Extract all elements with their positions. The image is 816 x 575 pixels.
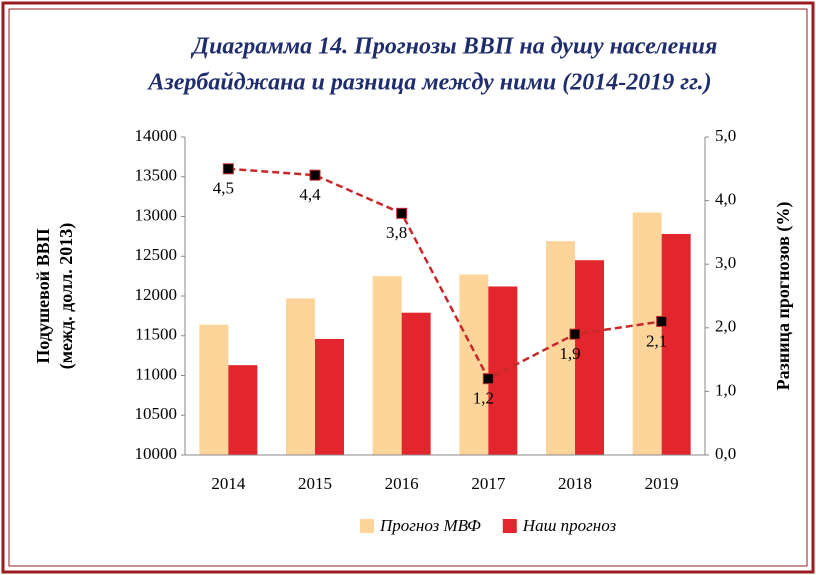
y-tick-label: 13500 — [135, 166, 178, 185]
y2-tick-label: 4,0 — [715, 190, 736, 209]
y2-tick-label: 1,0 — [715, 380, 736, 399]
y-tick-label: 14000 — [135, 126, 178, 145]
y2-axis-label: Разница прогнозов (%) — [773, 202, 794, 391]
marker — [482, 373, 494, 385]
marker — [569, 328, 581, 340]
data-label: 2,1 — [646, 331, 667, 350]
legend-label: Наш прогноз — [522, 516, 617, 535]
chart-title: Азербайджана и разница между ними (2014-… — [146, 70, 711, 96]
bar — [546, 241, 575, 455]
legend-label: Прогноз МВФ — [379, 516, 481, 535]
y-tick-label: 13000 — [135, 205, 178, 224]
bar — [401, 312, 431, 455]
frame-inner — [8, 8, 808, 567]
x-tick-label: 2014 — [211, 474, 246, 493]
x-tick-label: 2019 — [645, 474, 679, 493]
bar — [661, 233, 691, 455]
marker — [656, 315, 668, 327]
y2-tick-label: 2,0 — [715, 317, 736, 336]
chart-title: Диаграмма 14. Прогнозы ВВП на душу насел… — [191, 34, 718, 60]
data-label: 4,5 — [213, 179, 234, 198]
y-tick-label: 11500 — [135, 325, 177, 344]
y-axis-label: (межд. долл. 2013) — [56, 223, 77, 369]
line — [228, 167, 662, 381]
bar — [632, 212, 662, 455]
legend-swatch — [502, 519, 517, 533]
data-label: 4,4 — [299, 185, 321, 204]
y2-tick-label: 3,0 — [715, 253, 736, 272]
legend-swatch — [360, 519, 374, 533]
bar — [372, 276, 402, 455]
y-tick-label: 10500 — [135, 404, 178, 423]
marker — [396, 207, 408, 219]
x-tick-label: 2015 — [298, 474, 332, 493]
bar — [459, 274, 489, 455]
x-tick-label: 2017 — [471, 474, 506, 493]
y-axis-label: Подушевой ВВП — [33, 228, 53, 363]
x-tick-label: 2018 — [558, 474, 592, 493]
bar — [488, 286, 518, 455]
y-tick-label: 12000 — [135, 285, 178, 304]
x-tick-label: 2016 — [385, 474, 419, 493]
y-tick-label: 10000 — [135, 444, 178, 463]
bar — [199, 324, 229, 455]
y-tick-label: 11000 — [135, 364, 177, 383]
marker — [309, 169, 321, 181]
y-tick-label: 12500 — [135, 245, 178, 264]
bar — [315, 338, 344, 455]
bar — [575, 260, 604, 455]
data-label: 1,9 — [559, 344, 580, 363]
data-label: 1,2 — [473, 389, 494, 408]
bar — [286, 298, 315, 455]
y2-tick-label: 5,0 — [715, 126, 736, 145]
marker — [222, 163, 234, 175]
data-label: 3,8 — [386, 223, 407, 242]
bar — [228, 365, 258, 455]
y2-tick-label: 0,0 — [715, 444, 736, 463]
